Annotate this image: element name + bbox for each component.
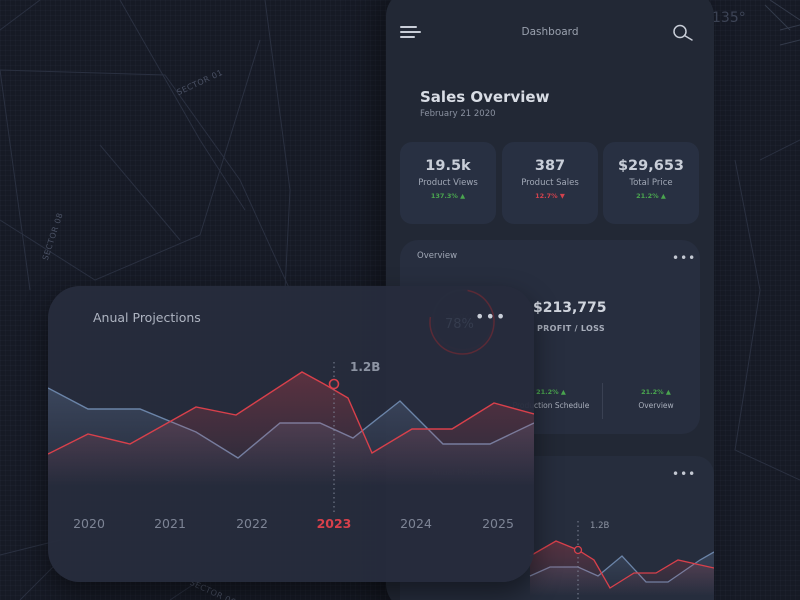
year-2022[interactable]: 2022 — [236, 516, 268, 531]
mini-callout: 1.2B — [590, 521, 610, 531]
page-date: February 21 2020 — [420, 109, 496, 119]
profit-value: $213,775 — [533, 300, 607, 316]
projections-chart: 78% — [48, 289, 534, 514]
stat-change: 21.2% ▲ — [636, 192, 666, 200]
header-title: Dashboard — [521, 26, 579, 38]
metric-production-schedule[interactable]: 21.2% ▲ Production Schedule — [505, 388, 597, 410]
stat-change: 12.7% ▼ — [535, 192, 565, 200]
more-options-icon[interactable]: ••• — [672, 251, 697, 265]
metric-label: Production Schedule — [512, 401, 590, 410]
stat-value: $29,653 — [617, 158, 685, 174]
overview-title: Overview — [417, 251, 458, 261]
annual-projections-card: Anual Projections ••• 78% 1.2B 2020 2021… — [48, 286, 534, 582]
metric-label: Overview — [638, 401, 674, 410]
stat-card-total-price[interactable]: $29,653 Total Price 21.2% ▲ — [603, 142, 699, 224]
hamburger-menu-icon[interactable] — [400, 26, 422, 40]
svg-text:78%: 78% — [445, 317, 474, 332]
stat-change: 137.3% ▲ — [430, 192, 466, 200]
stat-label: Total Price — [629, 178, 673, 188]
stat-value: 387 — [534, 158, 566, 174]
year-2024[interactable]: 2024 — [400, 516, 432, 531]
year-2020[interactable]: 2020 — [73, 516, 105, 531]
metric-overview[interactable]: 21.2% ▲ Overview — [610, 388, 702, 410]
stat-label: Product Sales — [521, 178, 579, 188]
year-2021[interactable]: 2021 — [154, 516, 186, 531]
metric-divider — [602, 383, 603, 419]
stat-value: 19.5k — [425, 158, 471, 174]
metric-change: 21.2% ▲ — [641, 388, 671, 396]
page-title: Sales Overview — [420, 88, 550, 106]
more-options-icon[interactable]: ••• — [475, 307, 507, 326]
metric-change: 21.2% ▲ — [536, 388, 566, 396]
year-2023[interactable]: 2023 — [316, 516, 352, 531]
stat-label: Product Views — [418, 178, 478, 188]
stat-card-product-views[interactable]: 19.5k Product Views 137.3% ▲ — [400, 142, 496, 224]
search-icon[interactable] — [672, 24, 694, 42]
profit-label: PROFIT / LOSS — [537, 324, 605, 333]
degree-label: 135° — [712, 10, 746, 26]
chart-callout: 1.2B — [350, 360, 381, 374]
app-header: Dashboard — [386, 0, 714, 50]
year-2025[interactable]: 2025 — [482, 516, 514, 531]
more-options-icon[interactable]: ••• — [672, 467, 697, 481]
stat-card-product-sales[interactable]: 387 Product Sales 12.7% ▼ — [502, 142, 598, 224]
projections-title: Anual Projections — [93, 310, 201, 325]
mini-projections-chart: 1.2B — [529, 521, 714, 600]
